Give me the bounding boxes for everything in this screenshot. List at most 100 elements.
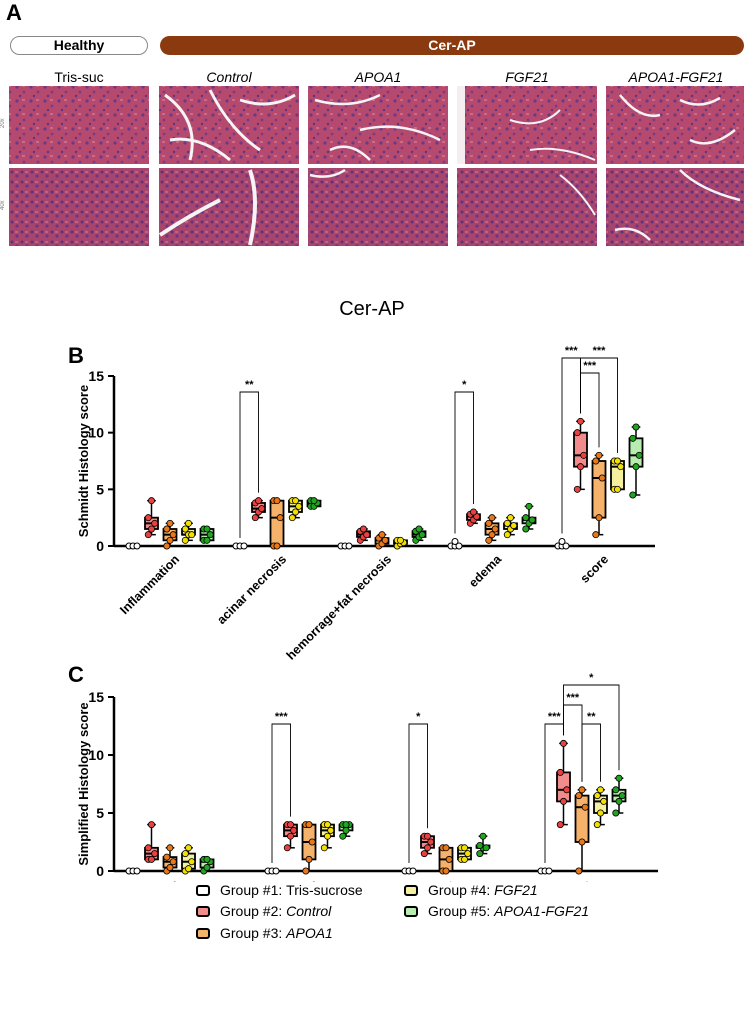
data-point xyxy=(479,832,487,840)
box-acinar-necrosis-group-4 xyxy=(288,497,303,522)
data-point xyxy=(491,525,499,533)
y-tick-label: 15 xyxy=(88,368,104,384)
panel-a-letter: A xyxy=(6,0,22,25)
data-point xyxy=(166,844,174,852)
data-point xyxy=(144,531,152,539)
data-point xyxy=(258,505,266,513)
data-point xyxy=(188,858,196,866)
data-point xyxy=(455,542,463,550)
tile-20x-tris-suc xyxy=(9,86,149,164)
data-point xyxy=(342,821,350,829)
box-inflammation-group-5 xyxy=(199,525,215,544)
legend-prefix-group-4: Group #4: xyxy=(428,882,491,898)
data-point xyxy=(563,786,571,794)
x-tick-label-acinar-necrosis: acinar necrosis xyxy=(214,552,289,627)
data-point xyxy=(558,537,566,545)
data-point xyxy=(427,838,435,846)
box-edema-group-5 xyxy=(475,832,491,858)
significance-label: * xyxy=(416,711,421,723)
data-point xyxy=(593,821,601,829)
data-point xyxy=(420,850,428,858)
legend-item-group-3: Group #3: APOA1 xyxy=(196,925,333,941)
data-point xyxy=(273,542,281,550)
box-hemorrage-fat-necrosis-group-2 xyxy=(356,525,371,544)
data-point xyxy=(359,525,367,533)
data-point xyxy=(562,542,570,550)
legend: Group #1: Tris-sucrose Group #2: Control… xyxy=(196,882,736,1032)
data-point xyxy=(339,832,347,840)
bracket-line xyxy=(408,723,428,863)
box-inflammation-group-1 xyxy=(125,542,141,550)
box-score-group-4 xyxy=(610,457,625,493)
box-edema-group-2 xyxy=(420,832,435,858)
data-point xyxy=(476,841,484,849)
data-point xyxy=(415,525,423,533)
tile-20x-fgf21 xyxy=(457,86,597,164)
significance-label: * xyxy=(462,379,467,391)
data-point xyxy=(618,792,626,800)
legend-name-group-3: APOA1 xyxy=(286,925,333,941)
significance-bracket-score-2-5: * xyxy=(563,672,620,771)
box-inflammation-group-3 xyxy=(162,844,178,875)
data-point xyxy=(442,844,450,852)
data-point xyxy=(617,463,625,471)
data-point xyxy=(464,850,472,858)
data-point xyxy=(133,542,141,550)
legend-prefix-group-1: Group #1: xyxy=(220,882,283,898)
cer-ap-banner: Cer-AP xyxy=(160,36,744,55)
tile-row-40x xyxy=(9,168,744,246)
box-acinar-necrosis-group-2 xyxy=(283,821,298,852)
data-point xyxy=(290,826,298,834)
box-body xyxy=(574,794,590,843)
data-point xyxy=(181,525,189,533)
significance-label: *** xyxy=(565,345,579,357)
data-point xyxy=(573,485,581,493)
x-tick-label-hemorrage-fat-necrosis: hemorrage+fat necrosis xyxy=(284,552,394,662)
legend-swatch-group-1 xyxy=(196,884,210,896)
data-point xyxy=(295,502,303,510)
box-hemorrage-fat-necrosis-group-5 xyxy=(411,525,427,544)
data-point xyxy=(593,792,601,800)
legend-name-group-5: APOA1-FGF21 xyxy=(494,903,590,919)
data-point xyxy=(460,844,468,852)
legend-item-group-2: Group #2: Control xyxy=(196,903,331,919)
data-point xyxy=(575,867,583,875)
box-inflammation-group-1 xyxy=(125,867,141,875)
data-point xyxy=(144,514,152,522)
box-edema-group-3 xyxy=(438,844,454,875)
box-acinar-necrosis-group-5 xyxy=(306,497,322,510)
data-point xyxy=(254,497,262,505)
legend-item-group-1: Group #1: Tris-sucrose xyxy=(196,882,363,898)
data-point xyxy=(184,844,192,852)
data-point xyxy=(320,844,328,852)
data-point xyxy=(363,531,371,539)
x-tick-label-inflammation: Inflammation xyxy=(117,552,182,617)
data-point xyxy=(381,536,389,544)
data-point xyxy=(469,508,477,516)
data-point xyxy=(600,797,608,805)
data-point xyxy=(151,519,159,527)
box-score-group-3 xyxy=(574,786,590,875)
box-inflammation-group-2 xyxy=(144,821,159,863)
data-point xyxy=(288,514,296,522)
box-edema-group-1 xyxy=(401,867,417,875)
box-edema-group-1 xyxy=(447,537,463,550)
data-point xyxy=(163,525,171,533)
box-inflammation-group-2 xyxy=(144,497,159,539)
data-point xyxy=(575,792,583,800)
y-tick-label: 10 xyxy=(88,425,104,441)
data-point xyxy=(203,864,211,872)
box-edema-group-5 xyxy=(521,502,537,533)
data-point xyxy=(147,525,155,533)
data-point xyxy=(581,803,589,811)
data-point xyxy=(203,525,211,533)
data-point xyxy=(506,514,514,522)
box-score-group-2 xyxy=(556,739,571,829)
data-point xyxy=(629,491,637,499)
significance-label: *** xyxy=(583,360,597,372)
data-point xyxy=(614,485,622,493)
data-point xyxy=(251,514,259,522)
data-point xyxy=(418,531,426,539)
box-score-group-2 xyxy=(573,417,588,493)
